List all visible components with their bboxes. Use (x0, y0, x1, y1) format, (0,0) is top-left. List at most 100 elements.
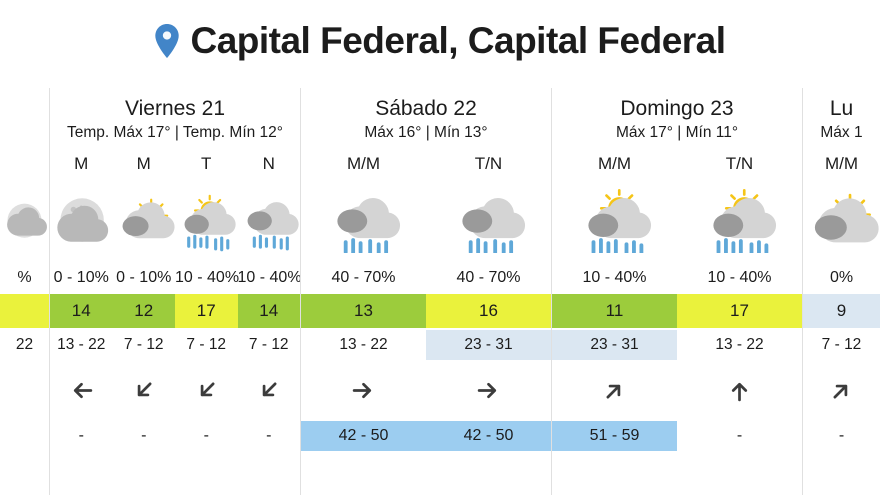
day-minmax-temps: Temp. Máx 17° | Temp. Mín 12° (66, 124, 283, 141)
day-lunes[interactable]: Lu Máx 1 M/M 0% 9 7 - 12 - (802, 88, 880, 495)
slot-period-label: M (136, 154, 151, 173)
temperature-band: 14 (237, 294, 300, 328)
slot-row: M 0 - 10% 14 13 - 22 - M 0 - 10% 12 7 - … (50, 150, 300, 495)
precipitation-probability: 10 - 40% (707, 269, 772, 286)
wind-gust-cell: 42 - 50 (426, 414, 551, 458)
wind-direction-cell (50, 366, 113, 414)
page-header: Capital Federal, Capital Federal (0, 0, 880, 88)
forecast-slot[interactable]: M/M 10 - 40% 11 23 - 31 51 - 59 (552, 150, 677, 495)
slot-period-label: M (74, 154, 89, 173)
precipitation-probability: 40 - 70% (456, 269, 521, 286)
forecast-slot[interactable]: M 0 - 10% 12 7 - 12 - (112, 150, 176, 495)
sun-cloud-icon (814, 193, 879, 243)
wind-direction-cell (175, 366, 238, 414)
wind-direction-cell (301, 366, 426, 414)
weather-icon-cell (238, 178, 301, 262)
weather-icon-cell (552, 178, 677, 262)
precipitation-probability: 0% (829, 269, 854, 286)
temperature-band: 17 (175, 294, 238, 328)
wind-speed-range: 13 - 22 (339, 336, 388, 353)
wind-speed-range: 7 - 12 (186, 336, 227, 353)
temperature-band (0, 294, 49, 328)
precipitation-probability: % (17, 269, 32, 286)
weather-icon-cell (175, 178, 238, 262)
temperature-band: 11 (552, 294, 677, 328)
weather-icon-cell (803, 178, 880, 262)
wind-gust-cell: - (203, 427, 209, 444)
forecast-slot[interactable]: M/M 40 - 70% 13 13 - 22 42 - 50 (301, 150, 426, 495)
temperature-band: 17 (677, 294, 802, 328)
arrow-southwest-icon (137, 382, 152, 396)
page-title: Capital Federal, Capital Federal (190, 20, 726, 61)
day-sabado[interactable]: Sábado 22 Máx 16° | Mín 13° M/M 40 - 70%… (300, 88, 551, 495)
forecast-slot[interactable]: T 10 - 40% 17 7 - 12 - (175, 150, 240, 495)
sun-cloud-rain-icon (184, 194, 236, 252)
slot-row: % 22 (0, 150, 49, 495)
wind-gust-cell: - (266, 427, 272, 444)
arrow-east-icon (477, 382, 497, 398)
precipitation-probability: 10 - 40% (237, 269, 301, 286)
day-name: Sábado 22 (375, 97, 477, 120)
day-name: Lu (829, 97, 854, 120)
wind-speed-range: 7 - 12 (123, 336, 164, 353)
temperature-band: 13 (301, 294, 426, 328)
sun-cloud-icon (122, 198, 175, 239)
cloud-rain-icon (461, 198, 525, 253)
wind-gust-cell: - (78, 427, 84, 444)
wind-gust-cell: 51 - 59 (552, 414, 677, 458)
slot-period-label: M/M (824, 154, 859, 173)
forecast-slot[interactable]: % 22 (0, 150, 49, 495)
precipitation-probability: 40 - 70% (331, 269, 396, 286)
forecast-slot[interactable]: T/N 40 - 70% 16 23 - 31 42 - 50 (426, 150, 551, 495)
arrow-southwest-icon (262, 382, 277, 396)
forecast-slot[interactable]: T/N 10 - 40% 17 13 - 22 - (677, 150, 802, 495)
temperature-band: 12 (112, 294, 175, 328)
cloudy-icon (7, 203, 47, 238)
wind-speed-range: 13 - 22 (715, 336, 764, 353)
precipitation-probability: 10 - 40% (582, 269, 647, 286)
wind-direction-cell (238, 366, 301, 414)
wind-gust-cell: - (838, 427, 845, 444)
wind-gust-cell (0, 414, 49, 458)
weather-icon-cell (0, 178, 49, 262)
precipitation-probability: 0 - 10% (116, 269, 172, 286)
day-viernes[interactable]: Viernes 21 Temp. Máx 17° | Temp. Mín 12°… (49, 88, 300, 495)
location-pin-icon (155, 24, 180, 58)
moon-cloud-icon (57, 198, 109, 242)
day-minmax-temps: Máx 1 (820, 124, 863, 141)
temperature-band: 14 (50, 294, 113, 328)
day-minmax-temps (0, 124, 49, 150)
day-minmax-temps: Máx 17° | Mín 11° (615, 124, 739, 141)
forecast-slot[interactable]: M/M 0% 9 7 - 12 - (803, 150, 880, 495)
slot-period-label: M/M (597, 154, 632, 173)
forecast-slot[interactable]: M 0 - 10% 14 13 - 22 - (50, 150, 113, 495)
day-partial-left[interactable]: % 22 (0, 88, 49, 495)
day-domingo[interactable]: Domingo 23 Máx 17° | Mín 11° M/M 10 - 40… (551, 88, 802, 495)
sun-cloud-rain-icon (587, 188, 651, 253)
wind-speed-range: 22 (15, 336, 34, 353)
arrow-east-icon (352, 382, 372, 398)
slot-period-label: T/N (474, 154, 503, 173)
slot-period-label: T/N (725, 154, 754, 173)
wind-speed-range: 23 - 31 (426, 328, 551, 366)
slot-row: M/M 0% 9 7 - 12 - (803, 150, 880, 495)
arrow-west-icon (73, 382, 92, 398)
wind-speed-range: 7 - 12 (821, 336, 862, 353)
cloud-rain-icon (336, 198, 400, 253)
day-name (0, 88, 49, 124)
slot-period-label: M/M (346, 154, 381, 173)
weather-icon-cell (113, 178, 176, 262)
weather-icon-cell (301, 178, 426, 262)
slot-row: M/M 10 - 40% 11 23 - 31 51 - 59 T/N 10 -… (552, 150, 802, 495)
wind-gust-cell: 42 - 50 (301, 414, 426, 458)
precipitation-probability: 10 - 40% (175, 269, 240, 286)
slot-period-label: N (262, 154, 275, 173)
arrow-north-icon (731, 382, 748, 401)
wind-gust-cell: - (736, 427, 743, 444)
forecast-slot[interactable]: N 10 - 40% 14 7 - 12 - (237, 150, 301, 495)
wind-direction-cell (552, 366, 677, 414)
weather-icon-cell (50, 178, 113, 262)
day-minmax-temps: Máx 16° | Mín 13° (364, 124, 488, 141)
slot-period-label (0, 150, 49, 178)
